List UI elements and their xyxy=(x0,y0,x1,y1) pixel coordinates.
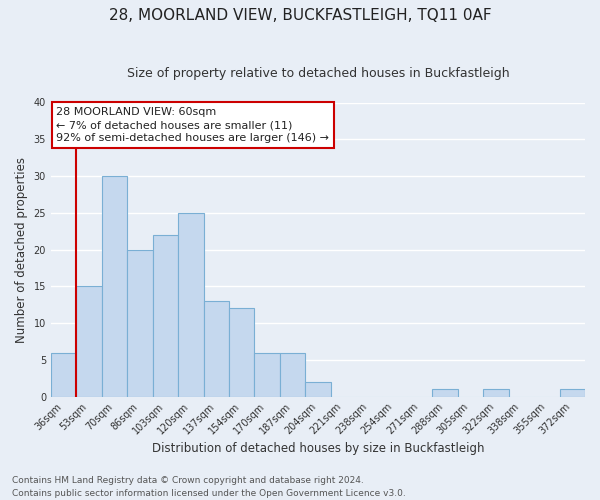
Bar xyxy=(127,250,152,396)
Bar xyxy=(51,352,76,397)
Bar xyxy=(178,213,203,396)
X-axis label: Distribution of detached houses by size in Buckfastleigh: Distribution of detached houses by size … xyxy=(152,442,484,455)
Bar xyxy=(560,390,585,396)
Bar xyxy=(102,176,127,396)
Bar xyxy=(433,390,458,396)
Bar xyxy=(483,390,509,396)
Bar xyxy=(76,286,102,397)
Bar xyxy=(280,352,305,397)
Bar xyxy=(229,308,254,396)
Bar xyxy=(203,301,229,396)
Bar xyxy=(254,352,280,397)
Title: Size of property relative to detached houses in Buckfastleigh: Size of property relative to detached ho… xyxy=(127,68,509,80)
Text: 28, MOORLAND VIEW, BUCKFASTLEIGH, TQ11 0AF: 28, MOORLAND VIEW, BUCKFASTLEIGH, TQ11 0… xyxy=(109,8,491,22)
Y-axis label: Number of detached properties: Number of detached properties xyxy=(15,156,28,342)
Text: Contains HM Land Registry data © Crown copyright and database right 2024.
Contai: Contains HM Land Registry data © Crown c… xyxy=(12,476,406,498)
Text: 28 MOORLAND VIEW: 60sqm
← 7% of detached houses are smaller (11)
92% of semi-det: 28 MOORLAND VIEW: 60sqm ← 7% of detached… xyxy=(56,107,329,144)
Bar xyxy=(305,382,331,396)
Bar xyxy=(152,235,178,396)
